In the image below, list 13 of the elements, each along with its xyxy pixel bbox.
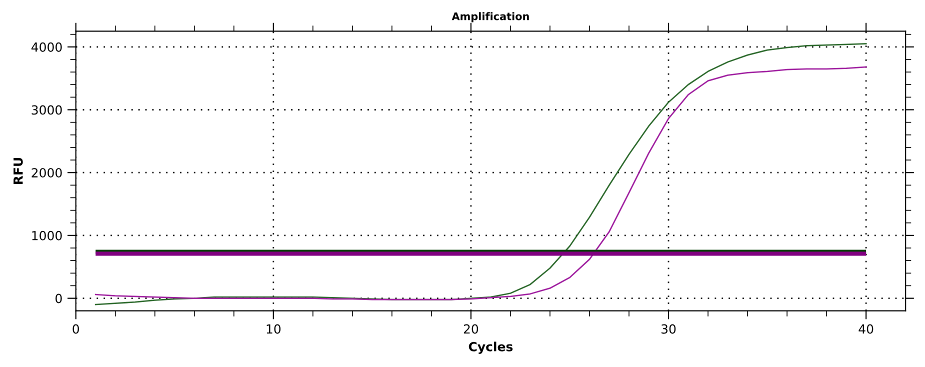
y-tick-label: 4000 (31, 42, 62, 52)
x-tick-label: 30 (662, 324, 676, 334)
y-tick-label: 0 (56, 294, 62, 304)
chart-title: Amplification (452, 12, 529, 22)
y-tick-label: 3000 (32, 105, 62, 115)
x-tick-label: 40 (858, 324, 874, 334)
x-tick-label: 10 (266, 324, 281, 334)
x-tick-label: 0 (72, 324, 79, 334)
x-tick-label: 20 (464, 324, 478, 334)
x-axis-title: Cycles (468, 342, 513, 354)
y-tick-label: 1000 (32, 230, 62, 240)
y-axis-title: RFU (14, 158, 23, 184)
y-tick-label: 2000 (32, 168, 62, 178)
